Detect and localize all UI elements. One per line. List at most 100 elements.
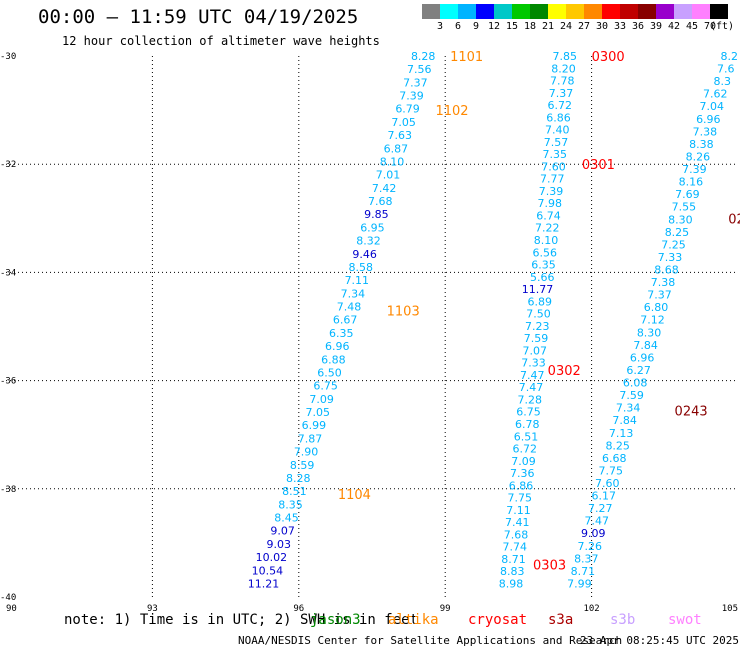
wave-height-value: 7.39 [399, 90, 424, 103]
wave-height-value: 6.56 [532, 246, 557, 259]
colorbar-tick-label: 33 [613, 21, 627, 32]
wave-height-value: 7.68 [504, 528, 529, 541]
wave-height-value: 6.99 [302, 419, 327, 432]
wave-height-value: 7.09 [511, 455, 536, 468]
wave-height-value: 7.37 [403, 76, 428, 89]
wave-height-value: 6.51 [514, 430, 539, 443]
pass-label: 1103 [387, 304, 420, 319]
colorbar-tick-label: 12 [487, 21, 501, 32]
wave-height-value: 7.36 [510, 467, 535, 480]
legend-item-cryosat: cryosat [468, 612, 528, 628]
wave-height-value: 11.77 [522, 283, 554, 296]
wave-height-value: 6.78 [515, 418, 540, 431]
wave-height-value: 6.50 [317, 366, 342, 379]
wave-height-value: 8.37 [574, 552, 599, 565]
wave-height-value: 8.35 [278, 498, 303, 511]
wave-height-value: 6.79 [395, 103, 420, 116]
colorbar-swatch [512, 4, 530, 19]
pass-label: 0243 [675, 404, 708, 419]
wave-height-value: 7.04 [700, 100, 725, 113]
colorbar-tick-label: 9 [472, 21, 480, 32]
wave-height-value: 6.08 [623, 377, 648, 390]
wave-height-value: 11.21 [248, 577, 280, 590]
wave-height-value: 8.28 [286, 472, 311, 485]
page-title: 00:00 — 11:59 UTC 04/19/2025 [38, 6, 359, 28]
colorbar-swatch [458, 4, 476, 19]
wave-height-value: 7.41 [505, 516, 530, 529]
wave-height-value: 6.88 [321, 353, 346, 366]
wave-height-value: 7.48 [337, 301, 362, 314]
colorbar-tick-label: 3 [436, 21, 444, 32]
wave-height-value: 7.39 [539, 185, 564, 198]
wave-height-value: 6.27 [626, 364, 651, 377]
colorbar-swatch [584, 4, 602, 19]
wave-height-value: 7.87 [298, 432, 323, 445]
colorbar-tick-label: 21 [541, 21, 555, 32]
colorbar-swatch [440, 4, 458, 19]
wave-height-value: 8.10 [534, 234, 559, 247]
wave-height-value: 7.07 [522, 344, 547, 357]
wave-height-value: 6.72 [547, 99, 572, 112]
wave-height-value: 6.75 [516, 406, 541, 419]
wave-height-value: 10.02 [256, 551, 288, 564]
colorbar-swatch [476, 4, 494, 19]
wave-height-value: 7.47 [520, 369, 545, 382]
generated-timestamp: 23 Apr 08:25:45 UTC 2025 [580, 634, 739, 647]
wave-height-value: 7.05 [391, 116, 416, 129]
wave-height-value: 7.63 [388, 129, 413, 142]
wave-height-value: 8.26 [686, 150, 711, 163]
legend-item-swot: swot [668, 612, 702, 628]
wave-height-value: 5.66 [530, 271, 555, 284]
colorbar-swatch [548, 4, 566, 19]
wave-height-value: 6.95 [360, 221, 385, 234]
wave-height-value: 7.40 [545, 124, 570, 137]
pass-label: 1101 [450, 50, 483, 65]
wave-height-value: 8.98 [499, 577, 524, 590]
x-tick-label: 102 [583, 604, 599, 614]
colorbar-tick-label: 30 [595, 21, 609, 32]
wave-height-value: 7.6 [717, 63, 735, 76]
page-subtitle: 12 hour collection of altimeter wave hei… [62, 34, 380, 48]
colorbar-swatch [620, 4, 638, 19]
wave-height-value: 7.13 [609, 427, 634, 440]
wave-height-value: 8.58 [348, 261, 373, 274]
colorbar-swatch [674, 4, 692, 19]
colorbar-unit: (ft) [710, 21, 735, 32]
wave-height-value: 7.12 [640, 314, 665, 327]
wave-height-value: 7.23 [525, 320, 550, 333]
wave-height-value: 6.96 [696, 113, 721, 126]
colorbar-swatch [710, 4, 728, 19]
wave-height-value: 7.38 [651, 276, 676, 289]
colorbar-swatch [422, 4, 440, 19]
wave-height-value: 6.96 [325, 340, 350, 353]
wave-height-value: 8.51 [282, 485, 307, 498]
wave-height-value: 9.09 [581, 527, 606, 540]
wave-height-value: 9.46 [352, 248, 377, 261]
wave-height-value: 7.59 [524, 332, 549, 345]
wave-height-value: 8.16 [679, 176, 704, 189]
wave-height-value: 7.47 [519, 381, 544, 394]
wave-height-value: 7.75 [508, 492, 533, 505]
wave-height-value: 8.59 [290, 459, 315, 472]
wave-height-value: 7.84 [612, 414, 637, 427]
wave-height-value: 7.69 [675, 188, 700, 201]
x-tick-label: 105 [722, 604, 738, 614]
colorbar-tick-label: 27 [577, 21, 591, 32]
pass-label: 1102 [435, 104, 468, 119]
wave-height-value: 6.72 [513, 443, 538, 456]
colorbar-swatch [656, 4, 674, 19]
wave-height-value: 8.2 [721, 50, 739, 63]
legend-item-s3b: s3b [610, 612, 636, 628]
wave-height-value: 6.74 [536, 209, 561, 222]
wave-height-value: 9.03 [266, 538, 291, 551]
colorbar-tick-label: 6 [454, 21, 462, 32]
pass-label: 1104 [338, 488, 371, 503]
wave-height-value: 7.34 [341, 287, 366, 300]
wave-height-value: 7.34 [616, 402, 641, 415]
wave-height-value: 7.55 [672, 201, 697, 214]
wave-height-value: 6.96 [630, 351, 655, 364]
wave-height-value: 8.71 [571, 565, 596, 578]
colorbar-swatch [566, 4, 584, 19]
wave-height-value: 8.83 [500, 565, 525, 578]
